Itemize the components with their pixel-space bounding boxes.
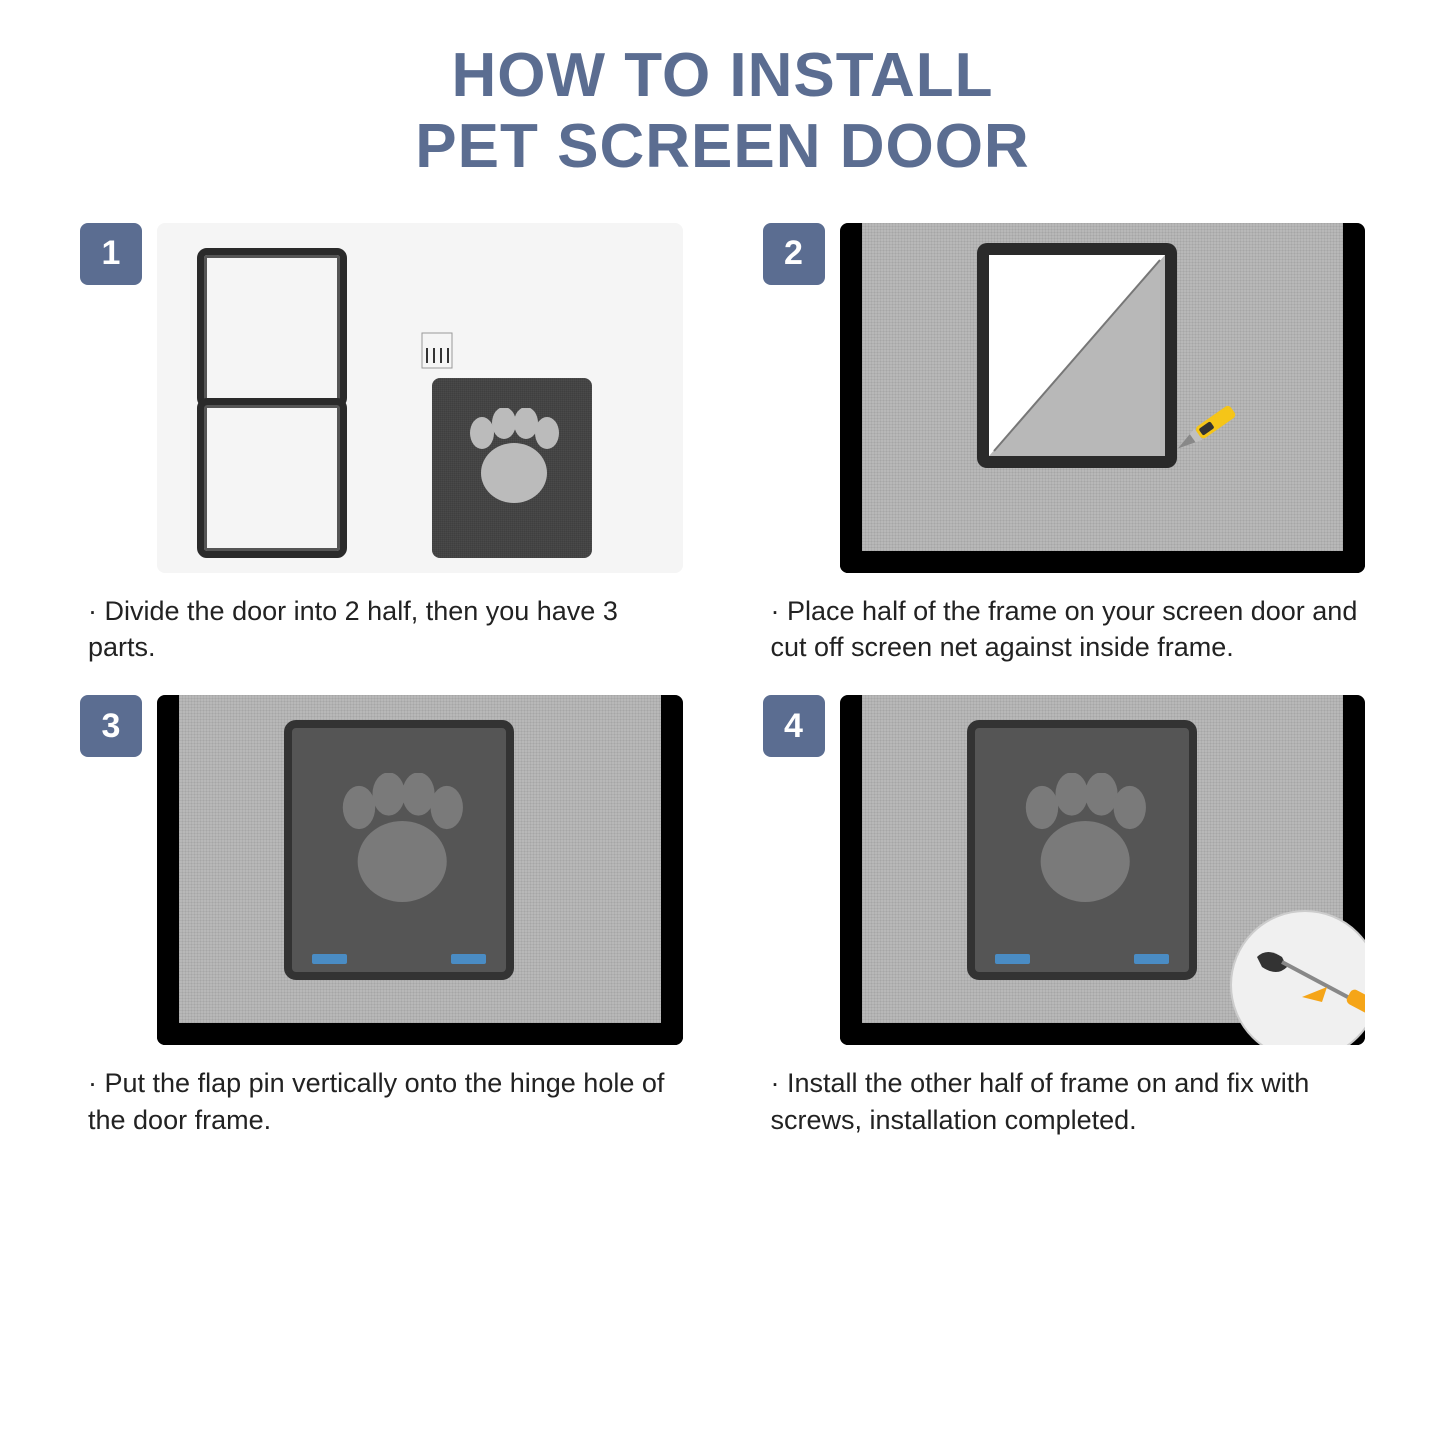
step-1-image [157,223,683,573]
page-title: HOW TO INSTALL PET SCREEN DOOR [80,40,1365,183]
step-number-badge: 2 [763,223,825,285]
step-2: 2 [763,223,1366,666]
step-2-text: Place half of the frame on your screen d… [763,593,1366,666]
step-1: 1 [80,223,683,666]
step-number-badge: 3 [80,695,142,757]
title-line-2: PET SCREEN DOOR [80,111,1365,182]
step-3-image [157,695,683,1045]
step-number-badge: 1 [80,223,142,285]
step-3: 3 Put the [80,695,683,1138]
step-4-image [840,695,1366,1045]
step-4: 4 [763,695,1366,1138]
step-1-text: Divide the door into 2 half, then you ha… [80,593,683,666]
step-number-badge: 4 [763,695,825,757]
step-4-text: Install the other half of frame on and f… [763,1065,1366,1138]
step-2-image [840,223,1366,573]
step-3-text: Put the flap pin vertically onto the hin… [80,1065,683,1138]
steps-grid: 1 [80,223,1365,1139]
title-line-1: HOW TO INSTALL [80,40,1365,111]
